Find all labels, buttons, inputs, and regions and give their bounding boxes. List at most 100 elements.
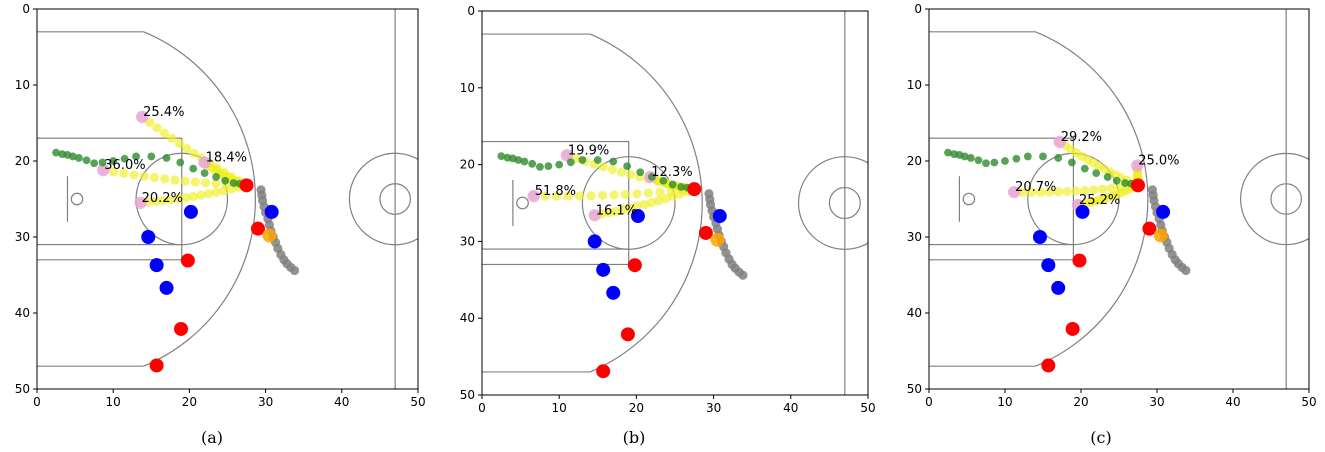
pass-path-dot	[647, 198, 657, 208]
defender-marker	[149, 258, 164, 273]
player-trajectory	[944, 148, 1136, 188]
pass-path-dot	[661, 193, 671, 204]
pass-path-dot	[211, 178, 221, 189]
trajectory-dot	[109, 157, 118, 165]
x-tick-label: 30	[258, 395, 273, 409]
trajectory-dot	[536, 163, 544, 171]
y-tick-label: 10	[907, 78, 922, 92]
plot-frame	[928, 8, 1310, 390]
court-lines	[482, 11, 868, 395]
y-tick-label: 30	[15, 230, 30, 244]
players	[587, 182, 727, 379]
trajectory-dot	[162, 154, 171, 162]
trajectory-dot	[68, 152, 77, 161]
trajectory-dot	[132, 152, 140, 161]
pass-path-dot	[201, 178, 211, 188]
y-tick-label: 40	[907, 306, 922, 320]
x-tick-label: 40	[1225, 395, 1240, 409]
offense-player-marker	[250, 221, 265, 236]
trajectory-dot	[960, 152, 969, 161]
pass-path-dot	[639, 199, 650, 210]
pass-path-dot	[181, 192, 191, 203]
y-tick-label: 50	[907, 382, 922, 396]
trajectory-dot	[544, 162, 553, 171]
pass-option-marker	[1007, 185, 1021, 199]
panel-caption: (a)	[201, 428, 223, 447]
trajectory-dot	[212, 173, 220, 181]
trajectory-dot	[176, 158, 185, 167]
pass-path-dot	[632, 201, 642, 211]
center-circle	[348, 152, 418, 246]
pass-option-marker	[527, 189, 540, 203]
defender-marker	[630, 209, 645, 224]
y-tick-label: 20	[15, 154, 30, 168]
trajectory-dot	[1103, 173, 1112, 181]
trajectory-dot	[636, 168, 645, 177]
pass-option-marker	[134, 196, 147, 209]
pass-path-dot	[139, 171, 149, 181]
defender-marker	[596, 262, 611, 277]
pass-path-dot	[611, 206, 621, 216]
panel-caption: (b)	[623, 428, 646, 447]
y-tick-label: 20	[907, 154, 922, 168]
pass-option-marker	[1053, 135, 1066, 149]
ball-path-dot	[704, 189, 714, 199]
pass-path-dot	[607, 164, 618, 175]
trajectory-dot	[75, 154, 83, 162]
y-tick-label: 50	[15, 382, 30, 396]
pass-path-dot	[654, 196, 664, 206]
pass-probability-label: 25.4%	[143, 105, 184, 120]
hoop	[962, 192, 976, 206]
pass-probability-label: 18.4%	[206, 151, 247, 166]
pass-path-dot	[170, 175, 180, 185]
trajectory-dot	[514, 156, 523, 164]
defender-marker	[183, 204, 198, 219]
trajectory-dot	[82, 156, 91, 165]
trajectory-dot	[966, 154, 975, 162]
defender-marker	[712, 209, 727, 224]
court-lines	[929, 9, 1309, 389]
pass-probability-label: 16.1%	[596, 203, 637, 218]
pass-path-dot	[575, 191, 585, 201]
trajectory-dot	[120, 154, 129, 163]
pass-probability-label: 36.0%	[104, 158, 145, 173]
pass-path-dot	[189, 148, 199, 158]
three-point-arc	[1035, 31, 1149, 367]
pass-path-dot	[1018, 187, 1028, 197]
pass-path-dot	[586, 191, 596, 201]
x-tick-label: 40	[334, 395, 349, 409]
trajectory-dot	[1121, 179, 1129, 187]
pass-path-dot	[604, 208, 614, 218]
pass-path-dot	[204, 189, 214, 199]
center-circle-inner	[379, 183, 411, 215]
x-tick-label: 50	[410, 395, 425, 409]
trajectory-dot	[555, 160, 564, 169]
defender-marker	[1032, 230, 1047, 244]
pass-path-dot	[1071, 186, 1081, 196]
pass-probability-label: 20.7%	[1015, 180, 1056, 195]
x-tick-label: 20	[182, 395, 197, 409]
defender-marker	[1156, 204, 1171, 219]
court-panel-1: 25.4%36.0%18.4%20.2%0 10 20 30 40 50010203040…	[15, 2, 426, 447]
trajectory-dot	[974, 156, 983, 165]
pass-path-dot	[166, 195, 176, 205]
offense-player-marker	[180, 253, 195, 268]
pass-path-dot	[1053, 187, 1063, 197]
trajectory-dot	[528, 159, 537, 168]
trajectory-dot	[52, 148, 60, 157]
pass-path-dot	[563, 191, 573, 201]
trajectory-dot	[497, 152, 506, 161]
pass-path-dot	[1044, 187, 1055, 197]
center-circle	[797, 156, 868, 250]
defender-marker	[587, 234, 602, 249]
y-tick-label: 0	[467, 4, 475, 18]
pass-probability-label: 12.3%	[651, 165, 692, 180]
trajectory-dot	[520, 157, 529, 166]
offense-player-marker	[1041, 358, 1056, 373]
y-tick-label: 40	[15, 306, 30, 320]
y-tick-label: 0	[22, 2, 30, 16]
x-tick-label: 40	[783, 401, 798, 415]
pass-path-dot	[167, 133, 177, 143]
